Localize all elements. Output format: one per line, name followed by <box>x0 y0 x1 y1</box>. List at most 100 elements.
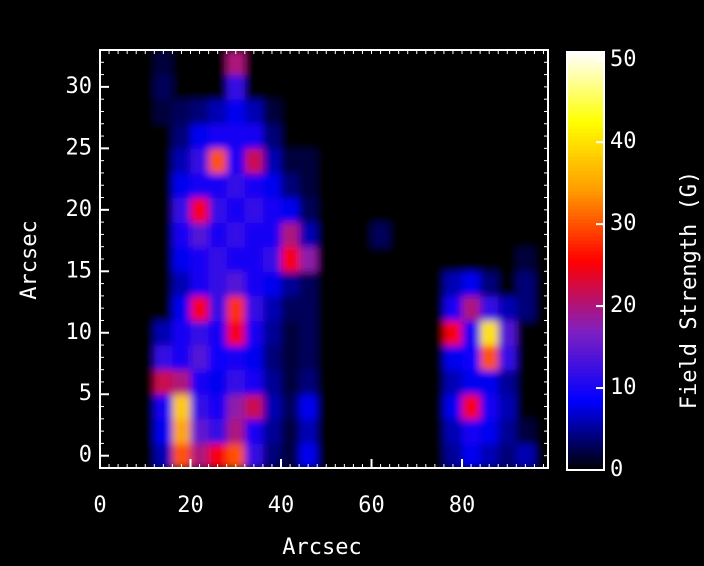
colorbar-step <box>567 132 604 137</box>
colorbar-step <box>567 379 604 384</box>
heatmap-cell <box>262 320 282 346</box>
heatmap-cell <box>262 271 282 297</box>
colorbar-step <box>567 166 604 171</box>
colorbar-step <box>567 240 604 245</box>
heatmap-cell <box>335 99 354 125</box>
colorbar-step <box>567 295 604 300</box>
heatmap-cell <box>190 148 210 174</box>
heatmap-cell <box>498 345 517 371</box>
heatmap-cell <box>244 50 264 76</box>
heatmap-cell <box>516 197 535 223</box>
heatmap-cell <box>172 443 192 468</box>
heatmap-cell <box>498 50 517 76</box>
heatmap-cell <box>425 295 445 321</box>
heatmap-cell <box>154 271 173 297</box>
heatmap-cell <box>389 123 409 149</box>
heatmap-cell <box>353 74 373 100</box>
heatmap-cell <box>371 345 391 371</box>
heatmap-cell <box>154 50 173 76</box>
heatmap-cell <box>480 394 499 420</box>
colorbar-step <box>567 281 604 286</box>
heatmap-cell <box>317 295 336 321</box>
heatmap-cell <box>244 369 264 395</box>
heatmap-cell <box>100 123 119 149</box>
heatmap-cell <box>425 345 445 371</box>
heatmap-cell <box>136 320 155 346</box>
colorbar-step <box>567 212 604 217</box>
heatmap-cell <box>154 246 173 272</box>
heatmap-cell <box>299 418 318 444</box>
heatmap-cell <box>353 246 373 272</box>
heatmap-cell <box>443 320 463 346</box>
heatmap-cell <box>498 74 517 100</box>
colorbar-step <box>567 128 604 133</box>
heatmap-cell <box>244 295 264 321</box>
heatmap-cell <box>371 197 391 223</box>
heatmap-cell <box>262 418 282 444</box>
heatmap-cell <box>208 99 228 125</box>
heatmap-cell <box>462 295 481 321</box>
heatmap-cell <box>136 369 155 395</box>
heatmap-cell <box>226 148 246 174</box>
heatmap-cell <box>317 123 336 149</box>
colorbar-step <box>567 421 604 426</box>
heatmap-cell <box>281 246 300 272</box>
colorbar-step <box>567 466 604 471</box>
colorbar-step <box>567 97 604 102</box>
heatmap-cell <box>407 74 427 100</box>
heatmap-cell <box>226 99 246 125</box>
heatmap-cell <box>299 295 318 321</box>
heatmap-cell <box>407 197 427 223</box>
heatmap-cell <box>335 295 354 321</box>
heatmap-cell <box>118 123 137 149</box>
heatmap-cell <box>389 246 409 272</box>
heatmap-cell <box>118 418 137 444</box>
colorbar-step <box>567 125 604 130</box>
heatmap-cell <box>118 295 137 321</box>
heatmap-cell <box>281 369 300 395</box>
heatmap-cell <box>353 148 373 174</box>
heatmap-cell <box>226 443 246 468</box>
heatmap-cell <box>516 172 535 199</box>
y-tick-label: 20 <box>66 197 93 222</box>
heatmap-cell <box>516 320 535 346</box>
colorbar-step <box>567 139 604 144</box>
heatmap-cell <box>480 74 499 100</box>
colorbar-step <box>567 76 604 81</box>
heatmap-cell <box>208 369 228 395</box>
heatmap-cell <box>335 123 354 149</box>
heatmap-cell <box>172 222 192 248</box>
colorbar-step <box>567 348 604 353</box>
heatmap-cell <box>462 123 481 149</box>
colorbar-step <box>567 396 604 401</box>
heatmap-cell <box>425 123 445 149</box>
heatmap-cell <box>299 369 318 395</box>
heatmap-cell <box>208 246 228 272</box>
heatmap-cell <box>389 271 409 297</box>
colorbar-step <box>567 351 604 356</box>
heatmap-cell <box>281 394 300 420</box>
heatmap-cell <box>498 394 517 420</box>
colorbar-step <box>567 163 604 168</box>
colorbar-step <box>567 449 604 454</box>
heatmap-cell <box>443 99 463 125</box>
colorbar-step <box>567 261 604 265</box>
heatmap-cell <box>371 369 391 395</box>
heatmap-cell <box>317 443 336 468</box>
colorbar-step <box>567 386 604 391</box>
colorbar-step <box>567 431 604 436</box>
heatmap-cell <box>425 271 445 297</box>
heatmap-cell <box>443 246 463 272</box>
heatmap-cell <box>136 418 155 444</box>
heatmap-cell <box>371 418 391 444</box>
heatmap-cell <box>299 246 318 272</box>
heatmap-cell <box>371 295 391 321</box>
colorbar-step <box>567 156 604 161</box>
heatmap-cell <box>443 418 463 444</box>
colorbar-step <box>567 118 604 123</box>
heatmap-cell <box>208 320 228 346</box>
heatmap-cell <box>462 222 481 248</box>
heatmap-cell <box>136 295 155 321</box>
colorbar-step <box>567 313 604 318</box>
heatmap-cell <box>425 50 445 76</box>
